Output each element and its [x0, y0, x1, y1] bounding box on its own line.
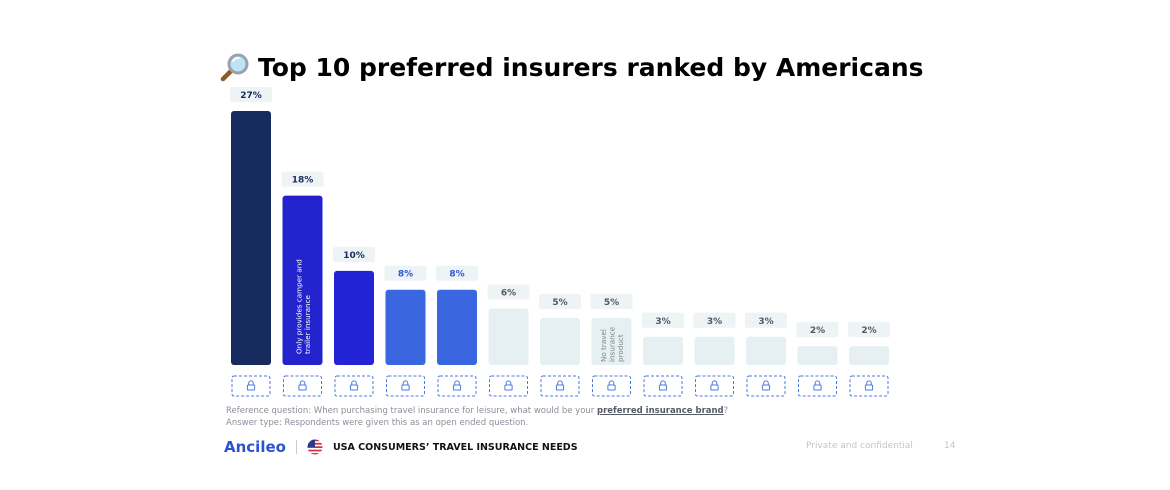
data-label-bg-12 [796, 322, 839, 338]
reference-question: Reference question: When purchasing trav… [226, 406, 729, 416]
data-label-10: 3% [707, 317, 722, 327]
confidentiality-note: Private and confidential [806, 441, 913, 451]
bar-2 [282, 195, 323, 365]
lock-icon [813, 380, 822, 391]
lock-icon [246, 380, 256, 391]
bar-5 [437, 289, 477, 365]
lock-icon [658, 380, 668, 391]
data-label-bg-13 [848, 322, 890, 338]
locked-category-1[interactable] [231, 375, 271, 397]
reference-note: Reference question: When purchasing trav… [226, 405, 728, 429]
data-label-bg-9 [642, 312, 684, 328]
lock-icon [555, 380, 565, 391]
data-label-bg-11 [745, 312, 787, 328]
data-label-bg-3 [333, 246, 375, 262]
magnifier-icon [220, 53, 249, 82]
data-label-bg-5 [436, 265, 478, 281]
data-label-bg-6 [487, 284, 530, 300]
bar-annotation-8-line-3: product [616, 334, 625, 362]
report-title: USA CONSUMERS’ TRAVEL INSURANCE NEEDS [332, 441, 578, 453]
data-label-11: 3% [758, 317, 773, 327]
lock-icon [452, 380, 462, 391]
locked-category-9[interactable] [643, 375, 683, 397]
data-label-bg-10 [693, 312, 736, 328]
lock-icon [607, 380, 616, 391]
data-label-7: 5% [552, 298, 567, 308]
lock-icon [401, 380, 410, 391]
locked-category-3[interactable] [334, 375, 374, 397]
data-label-13: 2% [861, 326, 876, 336]
lock-icon [864, 380, 874, 391]
bar-10 [694, 336, 735, 365]
bar-4 [385, 289, 426, 365]
lock-icon [761, 380, 771, 391]
data-label-9: 3% [655, 317, 670, 327]
brand-logo: Ancileo [224, 438, 286, 456]
locked-category-8[interactable] [592, 375, 631, 397]
bar-annotation-8-line-2: insurance [608, 326, 617, 362]
data-label-1: 27% [240, 91, 262, 101]
bar-annotation-2-line-1: Only provides camper and [294, 259, 303, 354]
bar-12 [797, 346, 838, 365]
locked-category-7[interactable] [540, 375, 580, 397]
reference-highlight: preferred insurance brand [596, 406, 724, 416]
data-label-6: 6% [501, 289, 516, 299]
bar-annotation-8-line-1: No travel [599, 329, 608, 362]
page-number: 14 [944, 441, 956, 451]
locked-category-6[interactable] [489, 375, 528, 397]
locked-category-5[interactable] [437, 375, 477, 397]
locked-category-12[interactable] [798, 375, 837, 397]
bar-7 [540, 317, 580, 365]
locked-category-2[interactable] [283, 375, 322, 397]
bar-6 [488, 308, 529, 365]
data-label-bg-2 [281, 171, 324, 187]
footer-divider [295, 440, 297, 454]
data-label-2: 18% [292, 176, 314, 186]
lock-icon [710, 380, 719, 391]
bar-annotation-2-line-2: trailer insurance [303, 294, 312, 354]
footer: Ancileo USA CONSUMERS’ TRAVEL INSURANCE … [224, 438, 578, 456]
data-label-4: 8% [398, 270, 413, 280]
locked-category-11[interactable] [746, 375, 786, 397]
data-label-8: 5% [604, 298, 619, 308]
lock-icon [298, 380, 307, 391]
data-label-bg-1 [230, 87, 272, 102]
data-label-bg-8 [590, 293, 633, 309]
data-label-12: 2% [810, 326, 825, 336]
locked-category-13[interactable] [849, 375, 889, 397]
bar-9 [643, 336, 683, 365]
us-flag-icon [307, 439, 323, 455]
chart-title-text: Top 10 preferred insurers ranked by Amer… [258, 52, 924, 82]
chart-title: Top 10 preferred insurers ranked by Amer… [220, 50, 924, 84]
locked-category-10[interactable] [695, 375, 734, 397]
lock-icon [504, 380, 513, 391]
locked-category-4[interactable] [386, 375, 425, 397]
data-label-bg-7 [539, 293, 581, 309]
lock-icon [349, 380, 359, 391]
data-label-bg-4 [384, 265, 427, 281]
bar-1 [231, 111, 271, 365]
data-label-3: 10% [343, 251, 365, 261]
bar-13 [849, 346, 889, 365]
bar-11 [746, 336, 786, 365]
bar-3 [334, 270, 374, 365]
bar-8 [591, 317, 632, 365]
answer-type: Answer type: Respondents were given this… [226, 418, 529, 428]
data-label-5: 8% [449, 270, 464, 280]
